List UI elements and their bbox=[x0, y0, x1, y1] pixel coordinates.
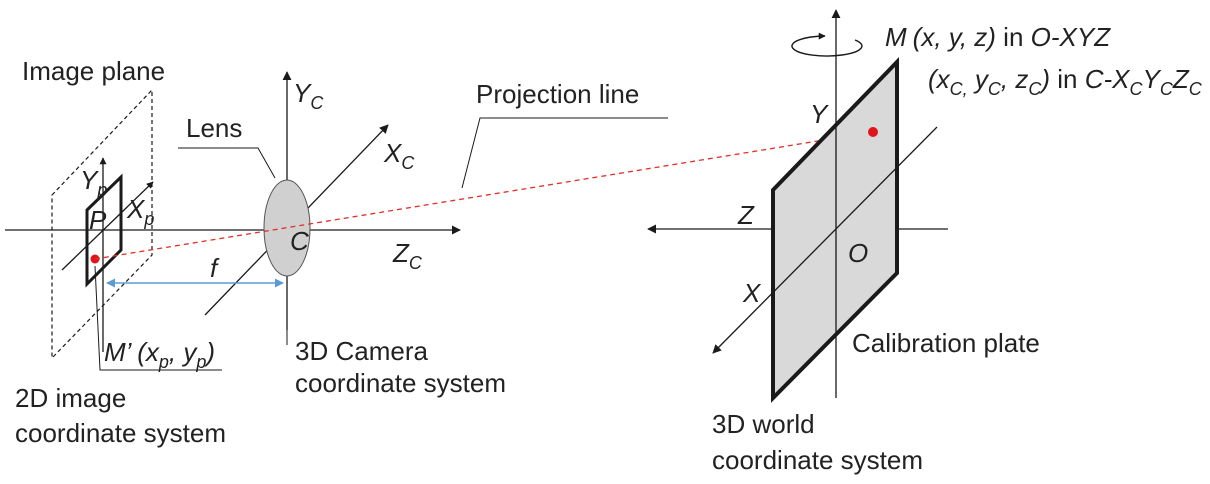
projection-line bbox=[94, 131, 874, 260]
image-plane-outline bbox=[51, 88, 153, 360]
lens-shape bbox=[263, 179, 311, 277]
projection-line-label: Projection line bbox=[476, 79, 639, 109]
image-plane-group bbox=[51, 88, 154, 360]
image-system-label-1: 2D image bbox=[15, 383, 126, 413]
camera-system-label-2: coordinate system bbox=[295, 368, 506, 398]
rotation-arrow-icon bbox=[791, 32, 863, 57]
world-system-label-2: coordinate system bbox=[712, 445, 923, 475]
camera-y-axis-label: YC bbox=[293, 78, 324, 113]
image-x-axis-label: Xp bbox=[126, 194, 154, 229]
lens-label: Lens bbox=[186, 113, 242, 143]
camera-center-label: C bbox=[290, 226, 309, 256]
world-x-axis bbox=[712, 126, 938, 354]
projection-line-leader bbox=[461, 117, 668, 189]
world-system-label-1: 3D world bbox=[712, 409, 815, 439]
world-x-axis-label: X bbox=[742, 278, 762, 308]
camera-x-axis-label: XC bbox=[383, 138, 415, 173]
world-point-m bbox=[868, 127, 878, 137]
focal-length-label: f bbox=[210, 253, 220, 283]
m-prime-label: M’ (xp, yp) bbox=[104, 337, 215, 372]
image-x-axis bbox=[61, 181, 154, 271]
image-system-label-2: coordinate system bbox=[15, 418, 226, 448]
lens-leader bbox=[178, 147, 276, 179]
image-plane-label: Image plane bbox=[22, 56, 165, 86]
camera-system-label-1: 3D Camera bbox=[295, 336, 428, 366]
m-prime-leader bbox=[94, 265, 222, 371]
camera-z-axis-label: ZC bbox=[392, 238, 423, 273]
point-m-camera-coords-label: (xC, yC, zC) in C-XCYCZC bbox=[928, 64, 1203, 99]
image-point-label: P bbox=[89, 205, 107, 235]
world-frame-group bbox=[647, 9, 948, 403]
world-y-axis-label: Y bbox=[810, 99, 829, 129]
image-sensor-frame bbox=[85, 173, 123, 288]
calibration-plate-label: Calibration plate bbox=[852, 328, 1040, 358]
world-z-axis-label: Z bbox=[737, 200, 755, 230]
point-m-label: M (x, y, z) in O-XYZ bbox=[885, 22, 1111, 52]
world-origin-label: O bbox=[848, 238, 868, 268]
image-y-axis-label: Yp bbox=[80, 165, 107, 200]
